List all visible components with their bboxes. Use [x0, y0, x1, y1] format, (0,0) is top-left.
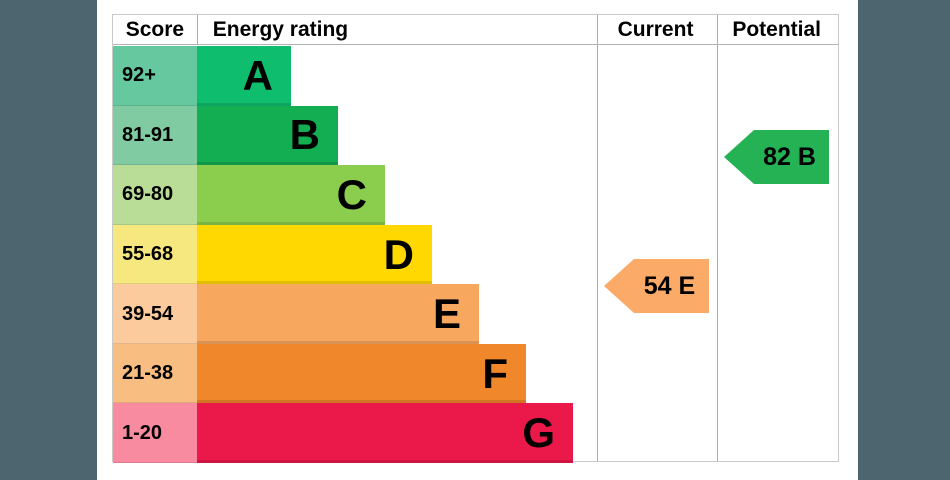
- band-letter-a: A: [242, 51, 273, 99]
- column-header-potential: Potential: [732, 17, 822, 41]
- energy-rating-bar-e: E: [197, 284, 479, 344]
- energy-rating-bar-d: D: [197, 224, 432, 285]
- band-letter-c: C: [336, 170, 367, 218]
- epc-band-row-d: 55-68 D: [113, 224, 597, 285]
- column-header-score: Score: [125, 17, 185, 41]
- column-header-energy-rating: Energy rating: [212, 17, 349, 41]
- epc-rating-chart: Score Energy rating Current Potential 92…: [112, 14, 839, 464]
- column-header-current: Current: [617, 17, 694, 41]
- epc-band-row-e: 39-54 E: [113, 284, 597, 344]
- energy-rating-bar-a: A: [197, 46, 291, 106]
- score-range-f: 21-38: [113, 343, 197, 404]
- current-column-divider: [597, 15, 598, 461]
- band-letter-b: B: [289, 111, 320, 159]
- epc-band-row-a: 92+ A: [113, 46, 597, 106]
- table-header-row: Score Energy rating Current Potential: [113, 15, 838, 45]
- potential-rating-arrow: 82 B: [724, 130, 829, 184]
- right-background-band: [858, 0, 950, 480]
- score-range-g: 1-20: [113, 403, 197, 464]
- potential-rating-label: 82 B: [763, 142, 816, 171]
- score-column-divider: [197, 15, 198, 45]
- band-letter-f: F: [482, 349, 508, 397]
- epc-band-rows: 92+ A 81-91 B 69-80 C 55-68 D 39-54 E 21-38 F 1-20 G: [113, 46, 597, 464]
- epc-band-row-f: 21-38 F: [113, 343, 597, 404]
- epc-band-row-b: 81-91 B: [113, 105, 597, 166]
- score-range-b: 81-91: [113, 105, 197, 166]
- band-letter-e: E: [432, 290, 461, 338]
- score-range-a: 92+: [113, 46, 197, 106]
- epc-band-row-c: 69-80 C: [113, 165, 597, 225]
- epc-band-row-g: 1-20 G: [113, 403, 597, 464]
- current-rating-arrow: 54 E: [604, 259, 709, 313]
- score-range-c: 69-80: [113, 165, 197, 225]
- current-rating-label: 54 E: [643, 271, 696, 300]
- energy-rating-bar-c: C: [197, 165, 385, 225]
- energy-rating-bar-f: F: [197, 343, 526, 404]
- score-range-d: 55-68: [113, 224, 197, 285]
- energy-rating-bar-g: G: [197, 403, 573, 464]
- energy-rating-bar-b: B: [197, 105, 338, 166]
- potential-column-divider: [717, 15, 718, 461]
- left-background-band: [0, 0, 97, 480]
- band-letter-d: D: [383, 230, 414, 278]
- band-letter-g: G: [522, 409, 555, 457]
- score-range-e: 39-54: [113, 284, 197, 344]
